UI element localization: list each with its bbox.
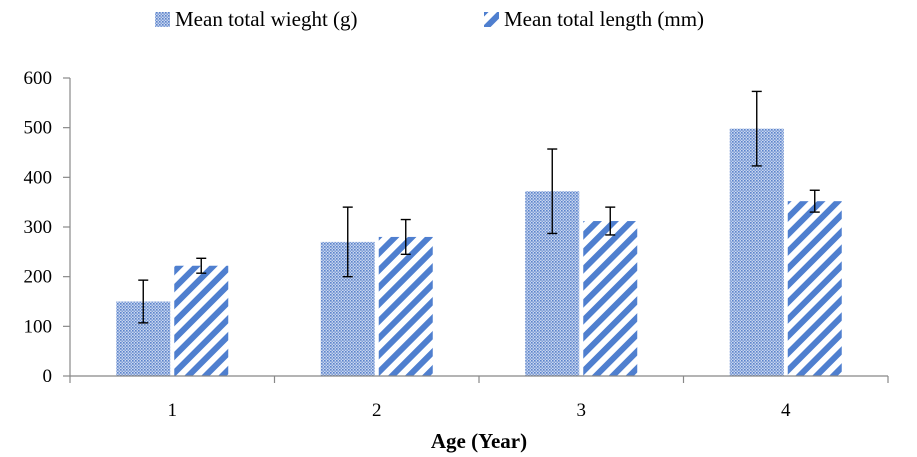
legend: Mean total wieght (g) Mean total length … — [155, 7, 704, 31]
x-axis: 1 2 3 4 — [69, 376, 889, 421]
legend-label-weight: Mean total wieght (g) — [175, 7, 358, 31]
y-tick-label: 400 — [24, 167, 53, 188]
y-tick-label: 100 — [24, 316, 53, 337]
x-tick-label: 4 — [781, 400, 791, 421]
legend-item-length: Mean total length (mm) — [484, 7, 704, 31]
bar-length — [787, 201, 842, 376]
bar-length — [583, 221, 638, 376]
y-tick-label: 300 — [24, 217, 53, 238]
x-axis-title: Age (Year) — [431, 429, 527, 453]
y-axis: 0 100 200 300 400 500 600 — [24, 68, 70, 387]
bars — [116, 90, 842, 376]
x-tick-label: 2 — [372, 400, 382, 421]
legend-swatch-weight — [155, 12, 170, 27]
bar-length — [174, 265, 229, 376]
y-tick-label: 600 — [24, 68, 53, 89]
legend-label-length: Mean total length (mm) — [504, 7, 704, 31]
bar-length — [378, 236, 433, 376]
y-tick-label: 500 — [24, 118, 53, 139]
bar-weight — [729, 128, 784, 376]
y-tick-label: 200 — [24, 267, 53, 288]
x-tick-label: 1 — [168, 400, 178, 421]
legend-item-weight: Mean total wieght (g) — [155, 7, 358, 31]
y-tick-label: 0 — [43, 366, 53, 387]
x-tick-label: 3 — [577, 400, 587, 421]
legend-swatch-length — [484, 12, 499, 27]
